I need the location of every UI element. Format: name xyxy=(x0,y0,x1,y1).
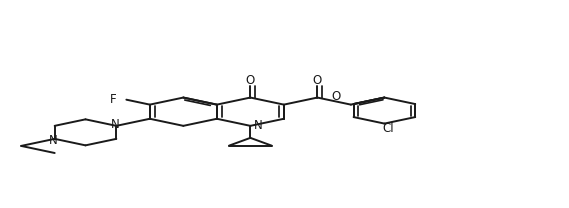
Text: N: N xyxy=(49,134,58,147)
Text: F: F xyxy=(109,93,116,105)
Text: O: O xyxy=(332,90,341,103)
Text: Cl: Cl xyxy=(382,123,394,135)
Text: O: O xyxy=(313,74,322,87)
Text: N: N xyxy=(111,118,119,131)
Text: O: O xyxy=(246,74,255,87)
Text: N: N xyxy=(253,119,262,132)
